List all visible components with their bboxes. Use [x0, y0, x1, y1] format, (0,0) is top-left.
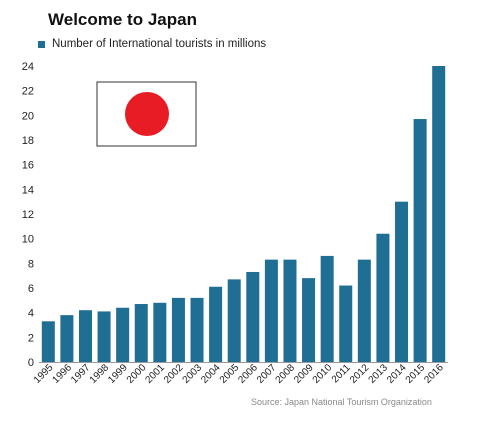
x-tick-label: 2006 — [236, 362, 260, 386]
x-tick-label: 1995 — [32, 362, 56, 386]
legend-swatch — [38, 40, 45, 48]
x-tick-label: 2012 — [348, 362, 372, 386]
y-tick-label: 12 — [22, 209, 34, 221]
bar-2001 — [153, 302, 167, 362]
x-tick-label: 2003 — [181, 362, 205, 386]
bar-2005 — [227, 279, 241, 362]
chart-legend: Number of International tourists in mill… — [38, 38, 266, 50]
x-tick-label: 2000 — [125, 362, 149, 386]
bar-2008 — [283, 259, 297, 362]
y-tick-label: 16 — [22, 160, 34, 172]
bar-2000 — [134, 304, 148, 362]
bar-2013 — [376, 233, 390, 362]
japan-flag-icon — [96, 81, 197, 147]
chart-title: Welcome to Japan — [48, 10, 197, 29]
x-tick-label: 1998 — [88, 362, 112, 386]
bars — [41, 66, 446, 362]
x-tick-label: 2014 — [385, 362, 409, 386]
x-tick-label: 2015 — [404, 362, 428, 386]
bar-1995 — [41, 321, 55, 362]
x-tick-label: 2013 — [367, 362, 391, 386]
x-tick-label: 2010 — [311, 362, 335, 386]
bar-1996 — [60, 315, 74, 362]
x-tick-label: 2009 — [292, 362, 316, 386]
bar-2007 — [264, 259, 278, 362]
x-tick-label: 1996 — [50, 362, 74, 386]
x-tick-label: 2004 — [199, 362, 223, 386]
bar-2014 — [395, 201, 409, 362]
y-tick-label: 2 — [28, 332, 34, 344]
x-tick-label: 2008 — [274, 362, 298, 386]
bar-2002 — [171, 297, 185, 362]
x-tick-label: 1997 — [69, 362, 93, 386]
bar-2012 — [357, 259, 371, 362]
x-tick-label: 2001 — [143, 362, 167, 386]
y-tick-label: 4 — [28, 308, 34, 320]
source-note: Source: Japan National Tourism Organizat… — [251, 397, 432, 407]
bar-2009 — [302, 278, 316, 362]
x-tick-label: 2011 — [330, 362, 353, 385]
y-tick-label: 14 — [22, 184, 34, 196]
y-tick-label: 20 — [22, 110, 34, 122]
bar-1999 — [116, 307, 130, 362]
x-tick-label: 2016 — [422, 362, 446, 386]
bar-1998 — [97, 311, 111, 362]
bar-2011 — [339, 285, 353, 362]
x-tick-label: 2005 — [218, 362, 242, 386]
y-tick-label: 24 — [22, 61, 34, 73]
y-tick-label: 8 — [28, 258, 34, 270]
bar-2010 — [320, 255, 334, 362]
x-tick-label: 2002 — [162, 362, 186, 386]
x-axis-ticks: 1995199619971998199920002001200220032004… — [32, 362, 446, 386]
y-tick-label: 6 — [28, 283, 34, 295]
y-tick-label: 10 — [22, 234, 34, 246]
y-tick-label: 22 — [22, 86, 34, 98]
bar-1997 — [78, 310, 92, 362]
bar-2016 — [432, 66, 446, 362]
bar-2004 — [209, 286, 223, 362]
bar-2003 — [190, 297, 204, 362]
y-tick-label: 18 — [22, 135, 34, 147]
x-tick-label: 1999 — [106, 362, 130, 386]
y-tick-label: 0 — [28, 357, 34, 369]
bar-2006 — [246, 271, 260, 362]
legend-label: Number of International tourists in mill… — [52, 38, 267, 50]
bar-2015 — [413, 119, 427, 362]
x-tick-label: 2007 — [255, 362, 279, 386]
